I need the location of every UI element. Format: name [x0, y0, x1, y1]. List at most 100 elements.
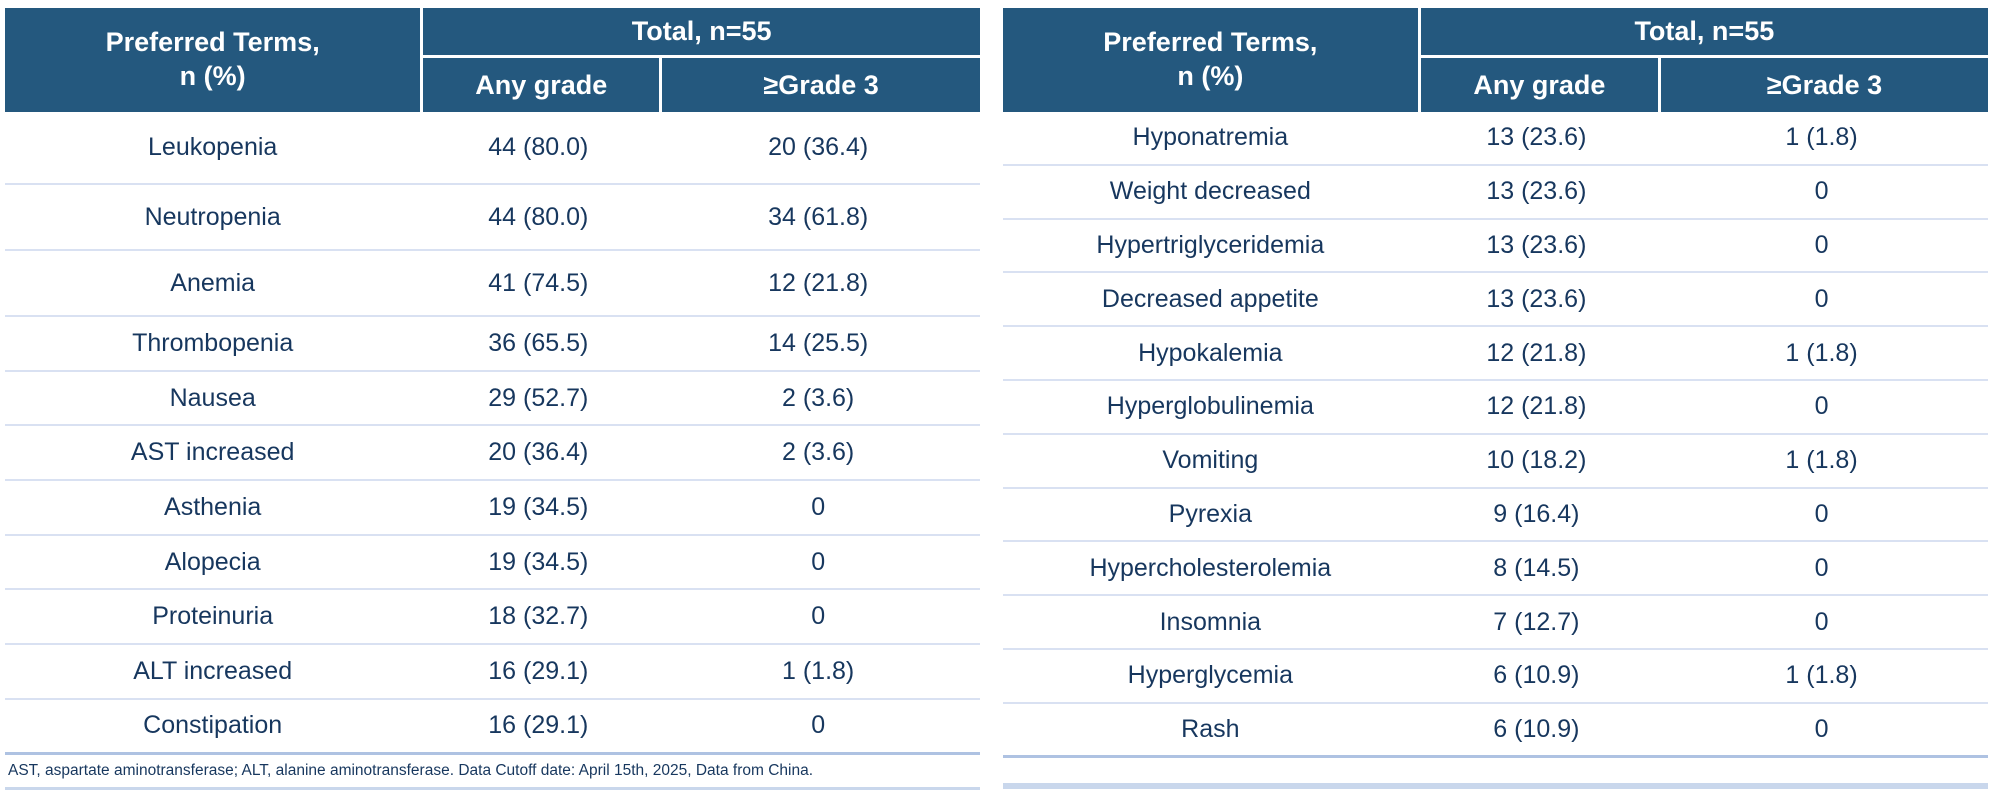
preferred-term: Alopecia — [164, 547, 261, 576]
table-row: Hyperglycemia 6 (10.9) 1 (1.8) — [1003, 650, 1988, 704]
any-grade-value: 19 (34.5) — [488, 492, 589, 521]
table-row: Constipation 16 (29.1) 0 — [5, 700, 980, 755]
table-row: Neutropenia 44 (80.0) 34 (61.8) — [5, 185, 980, 251]
preferred-term: AST increased — [130, 438, 295, 467]
any-grade-value: 12 (21.8) — [1486, 338, 1587, 367]
grade3-header: ≥Grade 3 — [1661, 58, 1988, 112]
preferred-term: Proteinuria — [152, 602, 274, 631]
grade3-value: 2 (3.6) — [782, 438, 855, 467]
any-grade-value: 44 (80.0) — [488, 202, 589, 231]
table-row: Alopecia 19 (34.5) 0 — [5, 536, 980, 591]
preferred-term: Hyperglycemia — [1127, 661, 1293, 690]
table-row: Thrombopenia 36 (65.5) 14 (25.5) — [5, 317, 980, 372]
grade3-value: 0 — [811, 492, 826, 521]
table-row: Insomnia 7 (12.7) 0 — [1003, 596, 1988, 650]
grade3-value: 1 (1.8) — [1785, 661, 1858, 690]
preferred-term: Asthenia — [164, 492, 262, 521]
any-grade-value: 6 (10.9) — [1493, 714, 1580, 743]
preferred-term: Anemia — [170, 268, 256, 297]
table-row: Weight decreased 13 (23.6) 0 — [1003, 166, 1988, 220]
preferred-term: Hyponatremia — [1132, 123, 1289, 152]
preferred-term: Leukopenia — [148, 133, 278, 161]
table-row: Hypokalemia 12 (21.8) 1 (1.8) — [1003, 327, 1988, 381]
preferred-term: Hypercholesterolemia — [1089, 553, 1332, 582]
table-row: Decreased appetite 13 (23.6) 0 — [1003, 273, 1988, 328]
any-grade-value: 12 (21.8) — [1486, 392, 1587, 421]
table-row: ALT increased 16 (29.1) 1 (1.8) — [5, 645, 980, 700]
any-grade-value: 16 (29.1) — [488, 656, 589, 685]
table-row: Hypertriglyceridemia 13 (23.6) 0 — [1003, 220, 1988, 274]
preferred-term: Pyrexia — [1168, 499, 1253, 528]
grade3-value: 1 (1.8) — [1785, 123, 1858, 152]
grade3-value: 0 — [811, 711, 826, 740]
preferred-term: Rash — [1181, 714, 1240, 743]
right-table-body: Hyponatremia 13 (23.6) 1 (1.8) Weight de… — [1003, 112, 1988, 758]
any-grade-value: 13 (23.6) — [1486, 230, 1587, 259]
preferred-term: Constipation — [143, 711, 283, 740]
table-row: AST increased 20 (36.4) 2 (3.6) — [5, 426, 980, 482]
total-n-header: Total, n=55 — [423, 8, 980, 55]
abbreviations-footnote: AST, aspartate aminotransferase; ALT, al… — [8, 762, 814, 779]
preferred-term: Hypertriglyceridemia — [1096, 230, 1325, 259]
grade3-value: 0 — [1814, 607, 1829, 636]
right-bottom-divider — [1003, 783, 1988, 789]
left-table-body: Leukopenia 44 (80.0) 20 (36.4) Neutropen… — [5, 112, 980, 755]
any-grade-value: 13 (23.6) — [1486, 177, 1587, 206]
any-grade-header: Any grade — [423, 58, 660, 112]
preferred-term: Nausea — [169, 383, 256, 412]
grade3-value: 34 (61.8) — [768, 202, 869, 231]
any-grade-value: 10 (18.2) — [1486, 446, 1587, 475]
right-ae-table: Preferred Terms, n (%) Total, n=55 Any g… — [1003, 8, 1988, 758]
any-grade-value: 19 (34.5) — [488, 547, 589, 576]
grade3-value: 1 (1.8) — [1785, 446, 1858, 475]
table-row: Rash 6 (10.9) 0 — [1003, 704, 1988, 758]
table-row: Proteinuria 18 (32.7) 0 — [5, 590, 980, 646]
any-grade-value: 6 (10.9) — [1493, 661, 1580, 690]
table-row: Hyponatremia 13 (23.6) 1 (1.8) — [1003, 112, 1988, 166]
any-grade-value: 44 (80.0) — [488, 133, 589, 161]
table-row: Nausea 29 (52.7) 2 (3.6) — [5, 372, 980, 427]
grade3-value: 0 — [811, 547, 826, 576]
grade3-value: 1 (1.8) — [782, 656, 855, 685]
preferred-term: Vomiting — [1162, 446, 1259, 475]
preferred-term: Thrombopenia — [132, 328, 294, 357]
left-table-header: Preferred Terms, n (%) Total, n=55 Any g… — [5, 8, 980, 112]
any-grade-value: 13 (23.6) — [1486, 123, 1587, 152]
grade3-value: 2 (3.6) — [782, 383, 855, 412]
grade3-value: 0 — [1814, 553, 1829, 582]
table-row: Asthenia 19 (34.5) 0 — [5, 481, 980, 536]
any-grade-value: 16 (29.1) — [488, 711, 589, 740]
table-row: Vomiting 10 (18.2) 1 (1.8) — [1003, 435, 1988, 489]
any-grade-value: 8 (14.5) — [1493, 553, 1580, 582]
left-bottom-divider — [5, 787, 980, 790]
table-row: Hypercholesterolemia 8 (14.5) 0 — [1003, 542, 1988, 597]
preferred-term: Neutropenia — [144, 202, 281, 231]
grade3-value: 14 (25.5) — [768, 328, 869, 357]
grade3-value: 0 — [1814, 392, 1829, 421]
table-row: Hyperglobulinemia 12 (21.8) 0 — [1003, 381, 1988, 435]
grade3-value: 1 (1.8) — [1785, 338, 1858, 367]
total-n-header: Total, n=55 — [1420, 8, 1988, 55]
preferred-term: Hyperglobulinemia — [1106, 392, 1314, 421]
table-row: Anemia 41 (74.5) 12 (21.8) — [5, 251, 980, 317]
any-grade-value: 36 (65.5) — [488, 328, 589, 357]
preferred-term: Weight decreased — [1109, 177, 1311, 206]
table-row: Pyrexia 9 (16.4) 0 — [1003, 489, 1988, 543]
any-grade-value: 13 (23.6) — [1486, 284, 1587, 313]
any-grade-value: 9 (16.4) — [1493, 499, 1580, 528]
grade3-value: 0 — [1814, 177, 1829, 206]
grade3-header: ≥Grade 3 — [662, 58, 980, 112]
any-grade-value: 18 (32.7) — [488, 602, 589, 631]
preferred-term: Hypokalemia — [1138, 338, 1283, 367]
grade3-value: 0 — [811, 602, 826, 631]
preferred-terms-header: Preferred Terms, n (%) — [1003, 8, 1418, 112]
preferred-term: ALT increased — [133, 656, 293, 685]
preferred-terms-header: Preferred Terms, n (%) — [5, 8, 421, 112]
any-grade-value: 41 (74.5) — [488, 268, 589, 297]
any-grade-value: 20 (36.4) — [488, 438, 589, 467]
left-ae-table: Preferred Terms, n (%) Total, n=55 Any g… — [5, 8, 980, 755]
right-table-header: Preferred Terms, n (%) Total, n=55 Any g… — [1003, 8, 1988, 112]
grade3-value: 0 — [1814, 230, 1829, 259]
any-grade-value: 29 (52.7) — [488, 383, 589, 412]
